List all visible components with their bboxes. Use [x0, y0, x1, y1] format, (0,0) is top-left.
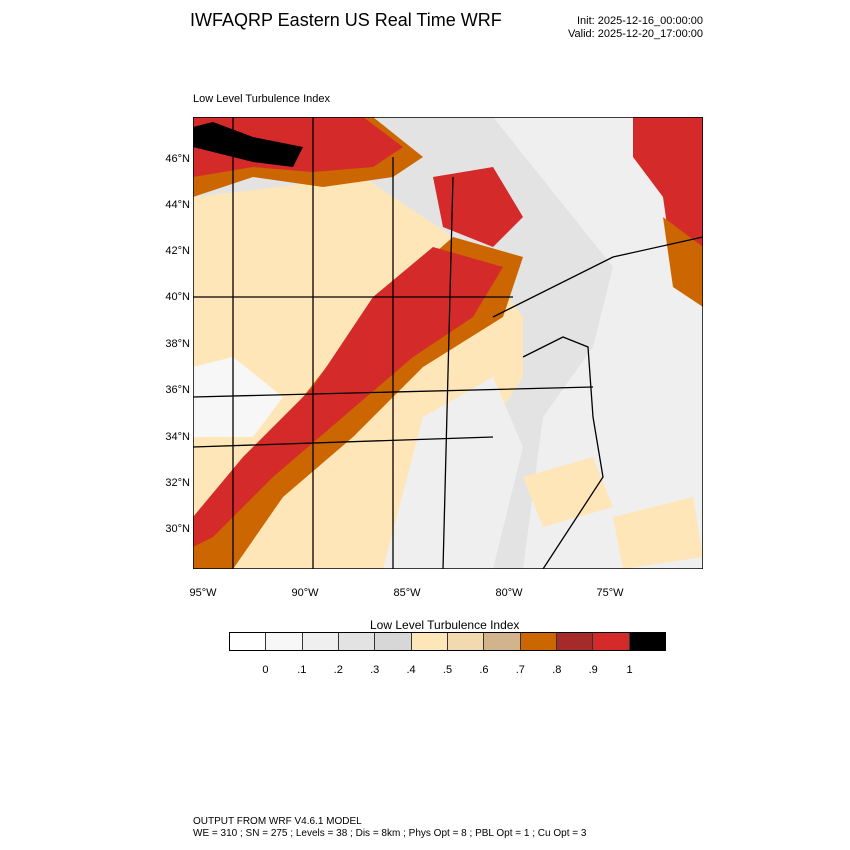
- lat-label: 42°N: [165, 245, 190, 257]
- colorbar-box: [375, 633, 412, 650]
- colorbar-label: .1: [297, 664, 307, 676]
- lon-label: 80°W: [495, 587, 523, 599]
- init-time: Init: 2025-12-16_00:00:00: [577, 15, 703, 27]
- colorbar-label: 1: [626, 664, 633, 676]
- lat-label: 36°N: [165, 384, 190, 396]
- lon-label: 85°W: [393, 587, 421, 599]
- colorbar-box: [411, 633, 448, 650]
- lat-label: 34°N: [165, 431, 190, 443]
- map-subtitle: Low Level Turbulence Index: [193, 93, 330, 105]
- ocean-field: [493, 117, 703, 569]
- colorbar-box: [447, 633, 485, 650]
- southeast-light-region: [383, 377, 523, 569]
- lat-label: 46°N: [165, 153, 190, 165]
- colorbar-box: [593, 633, 630, 650]
- colorbar-box: [338, 633, 376, 650]
- lat-label: 38°N: [165, 338, 190, 350]
- turbulence-map: [193, 117, 703, 569]
- lat-label: 40°N: [165, 291, 190, 303]
- colorbar-box: [520, 633, 557, 650]
- central-red-band: [193, 247, 503, 547]
- lat-label: 32°N: [165, 477, 190, 489]
- colorbar-label: .6: [479, 664, 489, 676]
- lon-label: 90°W: [291, 587, 319, 599]
- footer-config: WE = 310 ; SN = 275 ; Levels = 38 ; Dis …: [193, 828, 587, 839]
- colorbar-title: Low Level Turbulence Index: [370, 618, 520, 632]
- oklahoma-light-region: [193, 357, 283, 437]
- colorbar-label: .5: [442, 664, 453, 676]
- lon-label: 75°W: [596, 587, 624, 599]
- colorbar-box: [230, 633, 267, 650]
- footer-model: OUTPUT FROM WRF V4.6.1 MODEL: [193, 816, 362, 827]
- colorbar-label: .7: [515, 664, 525, 676]
- colorbar-label: 0: [262, 664, 269, 676]
- colorbar-box: [266, 633, 303, 650]
- michigan-red-region: [433, 167, 523, 247]
- state-boundaries: [193, 117, 703, 569]
- lon-label: 95°W: [189, 587, 217, 599]
- colorbar-label: .8: [552, 664, 562, 676]
- colorbar-label: .4: [406, 664, 416, 676]
- colorbar-label: .3: [370, 664, 380, 676]
- colorbar-box: [629, 633, 665, 650]
- colorbar-label: .2: [333, 664, 343, 676]
- colorbar-box: [484, 633, 521, 650]
- colorbar-box: [302, 633, 339, 650]
- plot-title: IWFAQRP Eastern US Real Time WRF: [190, 10, 502, 30]
- black-maximum: [193, 122, 303, 167]
- coastline: [522, 336, 604, 569]
- valid-time: Valid: 2025-12-20_17:00:00: [568, 28, 703, 40]
- colorbar-box: [556, 633, 594, 650]
- lat-label: 30°N: [165, 523, 190, 535]
- colorbar: [229, 632, 666, 651]
- colorbar-label: .9: [588, 664, 598, 676]
- lat-label: 44°N: [165, 199, 190, 211]
- ocean-peach-patches: [523, 457, 703, 569]
